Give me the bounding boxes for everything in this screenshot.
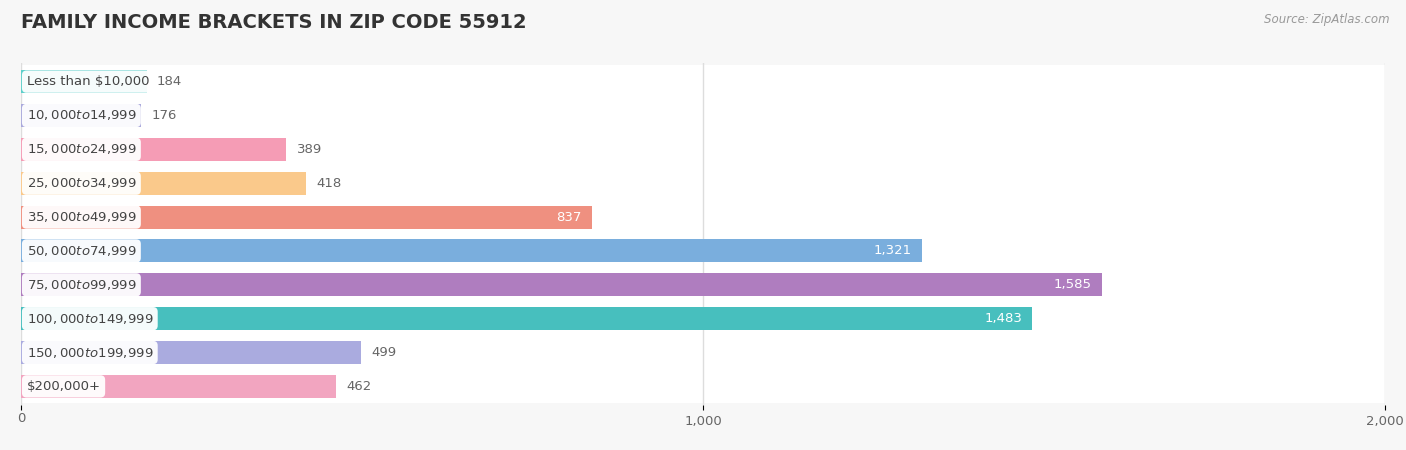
- Text: $25,000 to $34,999: $25,000 to $34,999: [27, 176, 136, 190]
- Bar: [21, 341, 361, 364]
- Text: 462: 462: [346, 380, 371, 393]
- Text: 499: 499: [371, 346, 396, 359]
- Bar: [0, 268, 1406, 302]
- Text: Source: ZipAtlas.com: Source: ZipAtlas.com: [1264, 14, 1389, 27]
- Bar: [21, 375, 336, 398]
- Text: $75,000 to $99,999: $75,000 to $99,999: [27, 278, 136, 292]
- Text: $100,000 to $149,999: $100,000 to $149,999: [27, 312, 153, 326]
- Text: $200,000+: $200,000+: [27, 380, 101, 393]
- Text: Less than $10,000: Less than $10,000: [27, 75, 149, 88]
- Bar: [21, 273, 1102, 296]
- Bar: [21, 70, 146, 93]
- Bar: [21, 307, 1032, 330]
- Text: 184: 184: [157, 75, 181, 88]
- Bar: [21, 172, 307, 195]
- Text: 837: 837: [557, 211, 582, 224]
- Text: FAMILY INCOME BRACKETS IN ZIP CODE 55912: FAMILY INCOME BRACKETS IN ZIP CODE 55912: [21, 14, 527, 32]
- Text: $35,000 to $49,999: $35,000 to $49,999: [27, 210, 136, 224]
- Bar: [0, 99, 1406, 132]
- Text: 389: 389: [297, 143, 322, 156]
- Bar: [0, 132, 1406, 166]
- Bar: [21, 206, 592, 229]
- Text: 176: 176: [152, 109, 177, 122]
- Text: 1,483: 1,483: [984, 312, 1022, 325]
- Bar: [0, 302, 1406, 336]
- Bar: [0, 336, 1406, 369]
- Bar: [0, 369, 1406, 403]
- Text: $10,000 to $14,999: $10,000 to $14,999: [27, 108, 136, 122]
- Text: $15,000 to $24,999: $15,000 to $24,999: [27, 142, 136, 156]
- Bar: [0, 166, 1406, 200]
- Bar: [0, 65, 1406, 99]
- Bar: [21, 239, 922, 262]
- Bar: [21, 138, 287, 161]
- Bar: [21, 104, 141, 127]
- Text: 1,585: 1,585: [1053, 278, 1091, 291]
- Bar: [0, 234, 1406, 268]
- Bar: [0, 200, 1406, 234]
- Text: 418: 418: [316, 177, 342, 190]
- Text: 0: 0: [17, 412, 25, 425]
- Text: $150,000 to $199,999: $150,000 to $199,999: [27, 346, 153, 360]
- Text: $50,000 to $74,999: $50,000 to $74,999: [27, 244, 136, 258]
- Text: 1,321: 1,321: [873, 244, 911, 257]
